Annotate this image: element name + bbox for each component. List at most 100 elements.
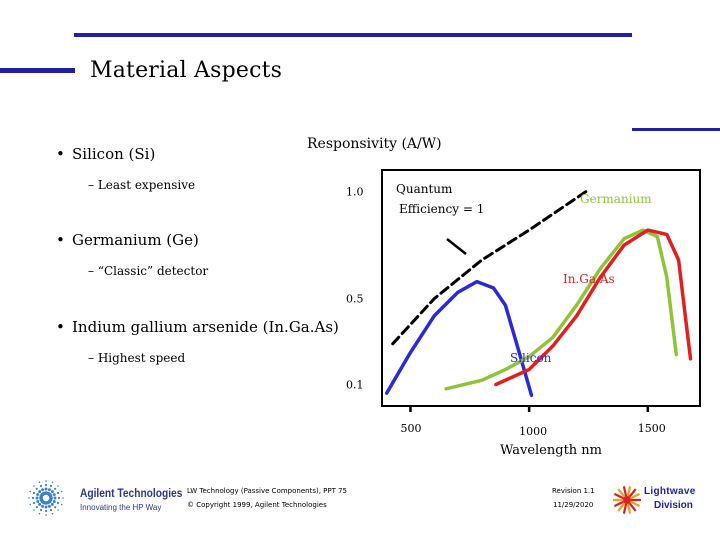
star-dot: [53, 496, 57, 500]
star-dot: [60, 503, 63, 506]
star-dot: [57, 509, 59, 511]
footer-doc-line1: LW Technology (Passive Components), PPT …: [187, 487, 347, 495]
footer-date: 11/29/2020: [553, 501, 594, 509]
ingaas-label: In.Ga.As: [563, 272, 615, 286]
right-accent-rule: [632, 128, 720, 131]
germanium-label: Germanium: [580, 192, 652, 206]
star-dot: [50, 490, 54, 494]
star-dot: [62, 497, 64, 499]
star-dot: [54, 487, 57, 490]
series-line-silicon: [384, 279, 534, 398]
y-tick-label: 0.5: [346, 293, 364, 306]
star-dot: [44, 487, 48, 491]
star-dot: [33, 485, 35, 487]
star-dot: [39, 508, 43, 512]
burst-ray: [628, 502, 637, 512]
star-dot: [32, 491, 36, 495]
burst-ray: [617, 502, 626, 512]
star-dot: [52, 499, 56, 503]
bullet-text: Germanium (Ge): [72, 231, 199, 249]
star-dot: [32, 501, 36, 505]
burst-ray: [626, 503, 632, 514]
star-dot: [45, 514, 47, 516]
star-dot: [49, 508, 53, 512]
bullet-text: Silicon (Si): [72, 145, 156, 163]
star-dot: [28, 497, 30, 499]
burst-core: [623, 496, 631, 504]
left-accent-rule: [0, 68, 75, 73]
series-group: [384, 190, 693, 398]
star-dot: [50, 502, 54, 506]
plot-area: [381, 169, 701, 407]
series-line-quantum-efficiency-1: [391, 190, 588, 346]
y-tick-label: 1.0: [346, 185, 364, 198]
slide-title: Material Aspects: [90, 58, 283, 83]
bullet-text: Indium gallium arsenide (In.Ga.As): [72, 318, 339, 336]
star-dot: [48, 494, 53, 498]
star-dot: [38, 512, 41, 515]
star-dot: [39, 484, 43, 488]
bullet-germanium: • Germanium (Ge): [56, 231, 199, 249]
burst-ray: [622, 486, 628, 497]
star-dot: [51, 481, 54, 484]
star-dot: [36, 493, 40, 497]
star-dot: [38, 481, 41, 484]
x-tick-label: 500: [400, 422, 421, 435]
star-dot: [41, 488, 45, 492]
y-tick-label: 0.1: [346, 379, 364, 392]
quantum-pointer: [446, 238, 467, 255]
star-dot: [56, 491, 60, 495]
star-dot: [54, 506, 57, 509]
x-axis-label: Wavelength nm: [500, 443, 602, 458]
star-dot: [31, 496, 35, 500]
quantum-label-line2: Efficiency = 1: [399, 202, 484, 216]
agilent-company-name: Agilent Technologies: [80, 486, 183, 500]
burst-ray: [617, 488, 626, 498]
star-dot: [49, 484, 53, 488]
sub-bullet-germanium: – “Classic” detector: [88, 264, 209, 278]
burst-ray: [630, 500, 641, 508]
quantum-label-line1: Quantum: [396, 182, 453, 196]
star-dot: [57, 496, 61, 500]
bullet-ingaas: • Indium gallium arsenide (In.Ga.As): [56, 318, 339, 336]
star-dot: [35, 487, 38, 490]
star-dot: [38, 490, 42, 494]
star-dot: [33, 509, 35, 511]
star-dot: [41, 504, 45, 508]
silicon-label: Silicon: [510, 351, 552, 365]
division-name-bottom: Division: [654, 500, 693, 511]
chart-title: Responsivity (A/W): [307, 136, 442, 152]
bullet-dot: •: [56, 145, 65, 163]
star-dot: [60, 490, 63, 493]
x-tick-label: 1000: [519, 425, 547, 438]
division-name-top: Lightwave: [644, 486, 696, 497]
star-dot: [52, 493, 56, 497]
agilent-tagline: Innovating the HP Way: [80, 503, 162, 512]
burst-ray: [613, 492, 624, 500]
bullet-dot: •: [56, 318, 65, 336]
star-dot: [29, 503, 32, 506]
star-dot: [47, 504, 51, 508]
bullet-silicon: • Silicon (Si): [56, 145, 155, 163]
bullet-dot: •: [56, 231, 65, 249]
series-line-in-ga-as: [494, 228, 693, 387]
star-dot: [35, 506, 38, 509]
star-dot: [35, 496, 39, 500]
star-dot: [47, 488, 51, 492]
star-dot: [51, 512, 54, 515]
star-dot: [56, 501, 60, 505]
burst-ray: [628, 488, 637, 498]
burst-ray: [613, 500, 624, 508]
burst-ray: [626, 486, 632, 497]
x-tick-label: 1500: [638, 422, 666, 435]
star-dot: [36, 499, 40, 503]
lightwave-burst-icon: [613, 486, 641, 514]
footer-doc-line2: © Copyright 1999, Agilent Technologies: [187, 501, 327, 509]
star-dot: [57, 485, 59, 487]
sub-bullet-silicon: – Least expensive: [88, 178, 196, 192]
top-rule: [74, 33, 632, 37]
x-tick-labels: 500 1000 1500: [400, 406, 666, 438]
star-dot: [44, 483, 48, 487]
burst-ray: [622, 503, 628, 514]
